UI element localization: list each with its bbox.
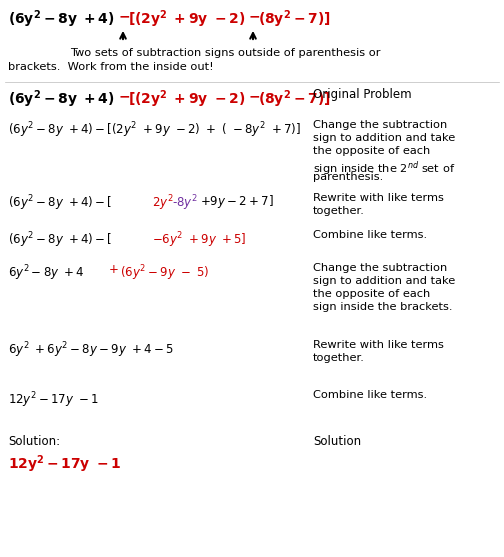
Text: $\mathbf{(6y^2 - 8y\ +4)}$: $\mathbf{(6y^2 - 8y\ +4)}$ — [8, 88, 114, 110]
Text: $\mathbf{-}$: $\mathbf{-}$ — [118, 88, 130, 102]
Text: $+$: $+$ — [108, 263, 118, 276]
Text: $\mathbf{(8y^2 - 7)]}$: $\mathbf{(8y^2 - 7)]}$ — [258, 8, 331, 30]
Text: Original Problem: Original Problem — [313, 88, 412, 101]
Text: brackets.  Work from the inside out!: brackets. Work from the inside out! — [8, 62, 214, 72]
Text: $\mathbf{[(2y^2\ +9y\ -2)}$: $\mathbf{[(2y^2\ +9y\ -2)}$ — [128, 88, 245, 110]
Text: $\mathbf{12y^2 - 17y\ -1}$: $\mathbf{12y^2 - 17y\ -1}$ — [8, 453, 121, 475]
Text: $\mathbf{-}$: $\mathbf{-}$ — [248, 88, 260, 102]
Text: $\mathbf{[(2y^2\ +9y\ -2)}$: $\mathbf{[(2y^2\ +9y\ -2)}$ — [128, 8, 245, 30]
Text: sign inside the 2$^{nd}$ set of: sign inside the 2$^{nd}$ set of — [313, 159, 455, 178]
Text: Solution: Solution — [313, 435, 361, 448]
Text: $\text{-}8y^2$: $\text{-}8y^2$ — [172, 193, 198, 213]
Text: $\mathbf{-}$: $\mathbf{-}$ — [248, 8, 260, 22]
Text: $(6y^2 - 8y\ +4) - [(2y^2\ +9y\ -2)\ +\ (\ -8y^2\ +7)]$: $(6y^2 - 8y\ +4) - [(2y^2\ +9y\ -2)\ +\ … — [8, 120, 301, 140]
Text: Change the subtraction: Change the subtraction — [313, 263, 447, 273]
Text: $\mathbf{(8y^2 - 7)]}$: $\mathbf{(8y^2 - 7)]}$ — [258, 88, 331, 110]
Text: parenthesis.: parenthesis. — [313, 172, 383, 182]
Text: the opposite of each: the opposite of each — [313, 289, 430, 299]
Text: $(6y^2 - 8y\ +4) - [$: $(6y^2 - 8y\ +4) - [$ — [8, 230, 112, 250]
Text: $-6y^2\ +9y\ +5]$: $-6y^2\ +9y\ +5]$ — [152, 230, 246, 250]
Text: together.: together. — [313, 206, 365, 216]
Text: the opposite of each: the opposite of each — [313, 146, 430, 156]
Text: $\mathbf{(6y^2 - 8y\ +4)}$: $\mathbf{(6y^2 - 8y\ +4)}$ — [8, 8, 114, 30]
Text: Change the subtraction: Change the subtraction — [313, 120, 447, 130]
Text: $(6y^2 - 9y\ -\ 5)$: $(6y^2 - 9y\ -\ 5)$ — [120, 263, 209, 282]
Text: $+9y - 2 + 7]$: $+9y - 2 + 7]$ — [200, 193, 274, 210]
Text: $6y^2 - 8y\ +4$: $6y^2 - 8y\ +4$ — [8, 263, 85, 282]
Text: $2y^2$: $2y^2$ — [152, 193, 173, 213]
Text: Rewrite with like terms: Rewrite with like terms — [313, 340, 444, 350]
Text: Two sets of subtraction signs outside of parenthesis or: Two sets of subtraction signs outside of… — [70, 48, 381, 58]
Text: Solution:: Solution: — [8, 435, 60, 448]
Text: $(6y^2 - 8y\ +4) - [$: $(6y^2 - 8y\ +4) - [$ — [8, 193, 112, 213]
Text: together.: together. — [313, 353, 365, 363]
Text: $\mathbf{-}$: $\mathbf{-}$ — [118, 8, 130, 22]
Text: Combine like terms.: Combine like terms. — [313, 230, 427, 240]
Text: Combine like terms.: Combine like terms. — [313, 390, 427, 400]
Text: Rewrite with like terms: Rewrite with like terms — [313, 193, 444, 203]
Text: $12y^2 - 17y\ -1$: $12y^2 - 17y\ -1$ — [8, 390, 99, 409]
Text: $6y^2\ +6y^2 - 8y - 9y\ +4 - 5$: $6y^2\ +6y^2 - 8y - 9y\ +4 - 5$ — [8, 340, 173, 360]
Text: sign to addition and take: sign to addition and take — [313, 276, 455, 286]
Text: sign inside the brackets.: sign inside the brackets. — [313, 302, 453, 312]
Text: sign to addition and take: sign to addition and take — [313, 133, 455, 143]
